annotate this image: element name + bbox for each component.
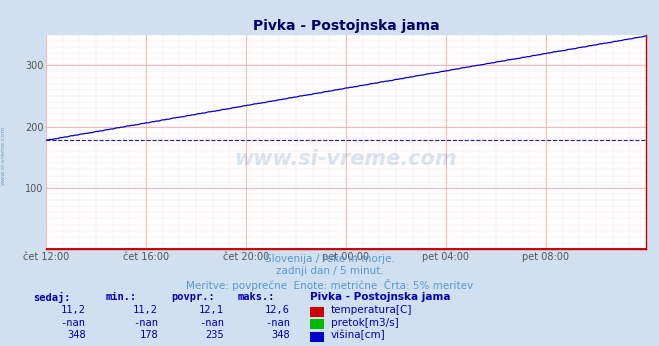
Text: -nan: -nan	[199, 318, 224, 328]
Text: maks.:: maks.:	[237, 292, 275, 302]
Text: 235: 235	[206, 330, 224, 340]
Text: 11,2: 11,2	[61, 305, 86, 315]
Text: povpr.:: povpr.:	[171, 292, 215, 302]
Title: Pivka - Postojnska jama: Pivka - Postojnska jama	[252, 19, 440, 34]
Text: -nan: -nan	[61, 318, 86, 328]
Text: Pivka - Postojnska jama: Pivka - Postojnska jama	[310, 292, 450, 302]
Text: 11,2: 11,2	[133, 305, 158, 315]
Text: www.si-vreme.com: www.si-vreme.com	[1, 126, 6, 185]
Text: Slovenija / reke in morje.: Slovenija / reke in morje.	[264, 254, 395, 264]
Text: višina[cm]: višina[cm]	[331, 330, 386, 340]
Text: 12,6: 12,6	[265, 305, 290, 315]
Text: pretok[m3/s]: pretok[m3/s]	[331, 318, 399, 328]
Text: 12,1: 12,1	[199, 305, 224, 315]
Text: zadnji dan / 5 minut.: zadnji dan / 5 minut.	[275, 266, 384, 276]
Text: min.:: min.:	[105, 292, 136, 302]
Text: 178: 178	[140, 330, 158, 340]
Text: www.si-vreme.com: www.si-vreme.com	[235, 149, 457, 169]
Text: -nan: -nan	[265, 318, 290, 328]
Text: Meritve: povprečne  Enote: metrične  Črta: 5% meritev: Meritve: povprečne Enote: metrične Črta:…	[186, 279, 473, 291]
Text: -nan: -nan	[133, 318, 158, 328]
Text: sedaj:: sedaj:	[33, 292, 71, 303]
Text: 348: 348	[272, 330, 290, 340]
Text: 348: 348	[67, 330, 86, 340]
Text: temperatura[C]: temperatura[C]	[331, 305, 413, 315]
